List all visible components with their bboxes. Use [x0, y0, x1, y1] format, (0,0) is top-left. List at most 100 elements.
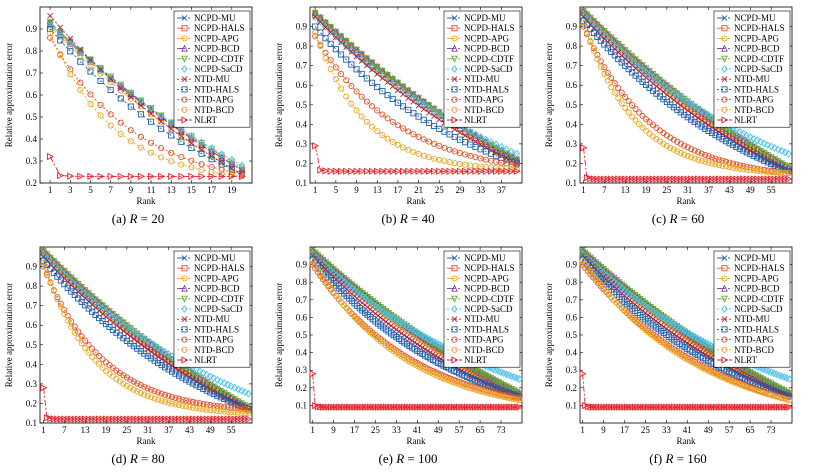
data-point	[400, 144, 407, 151]
data-point	[754, 136, 761, 145]
data-point	[415, 113, 422, 120]
legend-marker	[451, 15, 458, 21]
data-point	[477, 132, 484, 141]
data-point	[783, 396, 790, 403]
data-point	[410, 131, 417, 138]
data-point	[597, 28, 605, 37]
data-point	[761, 157, 768, 164]
data-point	[47, 258, 54, 266]
data-point	[363, 98, 370, 105]
data-point	[767, 380, 775, 388]
data-point	[158, 125, 165, 132]
legend-marker	[451, 326, 458, 333]
y-tick-label: 0.9	[566, 22, 578, 32]
data-point	[594, 175, 602, 183]
data-point	[741, 383, 748, 390]
data-point	[736, 128, 744, 136]
data-point	[200, 382, 207, 389]
data-point	[75, 328, 82, 335]
data-point	[398, 330, 405, 337]
data-point	[411, 339, 418, 346]
data-point	[169, 393, 176, 400]
data-point	[702, 151, 709, 158]
data-point	[47, 265, 54, 272]
x-tick-label: 33	[476, 185, 486, 195]
legend-marker	[181, 295, 188, 303]
data-point	[583, 14, 591, 23]
data-point	[340, 277, 348, 286]
data-point	[495, 379, 502, 387]
data-point	[141, 334, 148, 343]
data-point	[317, 14, 324, 22]
data-point	[228, 172, 236, 181]
data-point	[615, 175, 623, 183]
x-tick-label: 31	[143, 425, 152, 435]
data-point	[148, 110, 154, 117]
data-point	[625, 66, 632, 73]
subplot-caption: (a) R = 20	[112, 211, 164, 226]
data-point	[611, 80, 618, 87]
data-point	[189, 404, 196, 411]
data-point	[410, 148, 417, 156]
data-point	[221, 403, 228, 410]
data-point	[196, 384, 203, 391]
data-point	[189, 398, 196, 406]
data-point	[358, 167, 366, 175]
data-point	[198, 161, 205, 168]
data-point	[445, 377, 452, 384]
data-point	[639, 112, 646, 119]
data-point	[188, 157, 195, 164]
data-point	[771, 175, 779, 183]
data-point	[757, 175, 765, 183]
data-point	[47, 12, 54, 19]
data-point	[87, 57, 94, 66]
data-point	[759, 376, 767, 384]
data-point	[636, 121, 643, 128]
data-point	[43, 414, 51, 422]
data-point	[715, 162, 723, 169]
data-point	[757, 138, 764, 146]
y-tick-label: 0.3	[296, 365, 308, 375]
data-point	[363, 59, 371, 68]
data-point	[415, 167, 423, 175]
data-point	[667, 144, 674, 151]
data-point	[353, 88, 360, 95]
data-point	[492, 144, 500, 152]
data-point	[312, 142, 320, 150]
y-tick-label: 0.8	[296, 41, 308, 51]
data-point	[604, 45, 611, 52]
data-point	[75, 415, 83, 423]
data-point	[221, 379, 228, 387]
data-point	[425, 138, 432, 145]
data-point	[674, 148, 681, 155]
legend-marker	[721, 55, 728, 63]
data-point	[715, 175, 723, 183]
legend-marker	[181, 346, 188, 353]
data-point	[346, 282, 353, 291]
data-point	[677, 140, 684, 147]
series-NTD-MU	[40, 253, 252, 413]
x-tick-label: 41	[413, 425, 422, 435]
data-point	[579, 370, 587, 378]
data-point	[117, 172, 125, 181]
data-point	[168, 132, 175, 139]
data-point	[709, 160, 716, 167]
data-point	[642, 300, 649, 308]
data-point	[224, 408, 231, 415]
data-point	[719, 131, 726, 138]
legend-marker	[451, 284, 458, 292]
data-point	[117, 85, 124, 92]
data-point	[155, 389, 162, 396]
data-point	[726, 159, 733, 166]
data-point	[210, 390, 217, 398]
data-point	[649, 74, 657, 82]
legend-label: NTD-HALS	[194, 84, 239, 94]
legend-label: NTD-HALS	[464, 324, 509, 334]
series-NTD-HALS	[309, 256, 523, 400]
data-point	[760, 389, 767, 396]
data-point	[377, 305, 384, 314]
data-point	[754, 373, 762, 381]
series-NTD-MU	[47, 12, 245, 178]
data-point	[368, 59, 376, 67]
data-point	[417, 342, 423, 349]
